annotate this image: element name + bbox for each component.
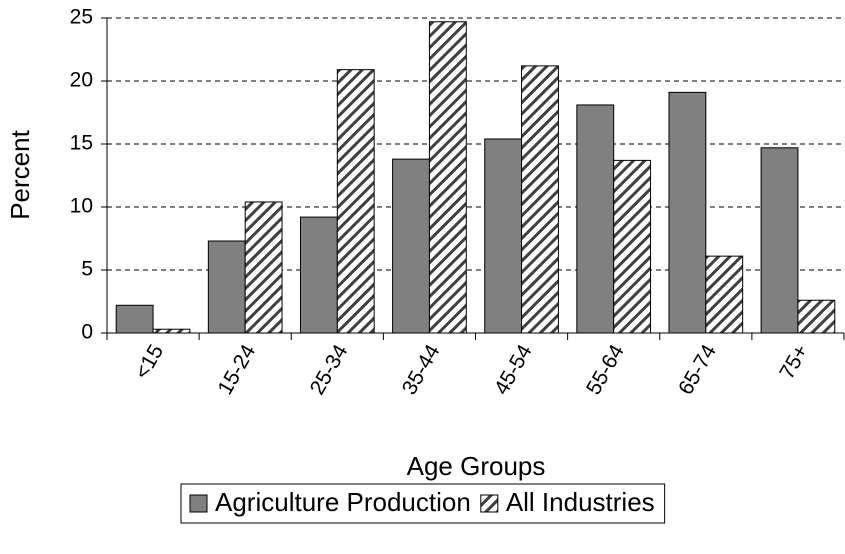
bar: [760, 147, 799, 334]
bar: [428, 21, 467, 334]
bar: [576, 104, 615, 334]
legend-swatch: [480, 494, 499, 513]
bar: [613, 159, 652, 334]
x-tick-label: 45-54: [490, 341, 537, 399]
y-tick-label: 10: [70, 195, 93, 218]
x-tick-label: 25-34: [306, 341, 353, 399]
bar: [336, 69, 375, 334]
bar: [392, 158, 430, 334]
bar: [299, 216, 338, 334]
x-tick-label: 15-24: [214, 341, 261, 399]
x-axis-title: Age Groups: [407, 451, 546, 481]
x-tick-label: 55-64: [582, 341, 629, 399]
x-tick-label: 35-44: [398, 341, 445, 399]
legend-box: [180, 483, 666, 524]
y-tick-label: 20: [70, 69, 93, 92]
y-tick-label: 25: [70, 6, 93, 29]
bar: [152, 328, 191, 334]
bar: [207, 240, 246, 334]
legend-label: Agriculture Production: [215, 487, 471, 517]
bar: [521, 65, 559, 334]
bar: [797, 299, 836, 334]
bar: [244, 201, 283, 334]
legend-label: All Industries: [506, 487, 655, 517]
bar: [668, 91, 707, 334]
y-tick-label: 0: [81, 321, 93, 344]
y-tick-label: 5: [81, 258, 93, 281]
x-tick-label: <15: [130, 341, 168, 383]
y-tick-label: 15: [70, 132, 93, 155]
bar: [705, 255, 744, 334]
bar: [484, 138, 523, 334]
legend: Agriculture Production All Industries: [180, 483, 666, 524]
x-tick-label: 75+: [775, 341, 813, 383]
x-tick-label: 65-74: [674, 341, 721, 399]
y-axis-title: Percent: [5, 129, 35, 219]
bar: [115, 304, 154, 334]
legend-swatch: [189, 494, 208, 513]
